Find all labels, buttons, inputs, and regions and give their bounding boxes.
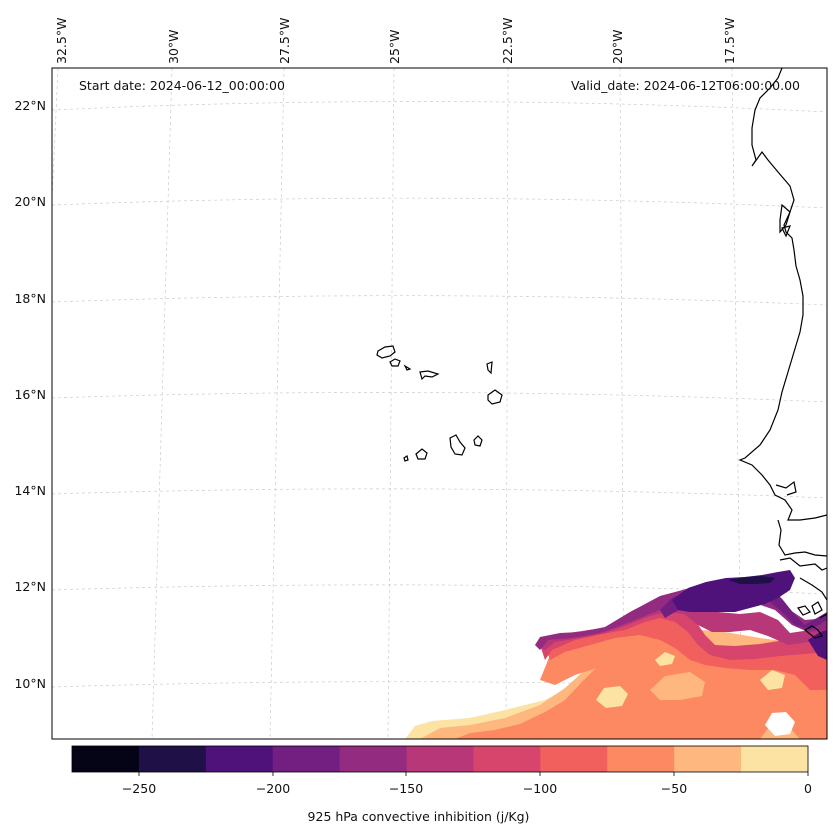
lon-label: 32.5°W (54, 18, 69, 64)
colorbar-segment (674, 746, 742, 772)
colorbar: −250 −200 −150 −100 −50 0 (71, 745, 812, 796)
colorbar-tick-label: −200 (256, 781, 290, 796)
cv-fogo (415, 448, 428, 460)
map-frame (51, 67, 828, 740)
cv-santo-antao (376, 345, 396, 359)
colorbar-segment (540, 746, 608, 772)
colorbar-tick-label: −250 (122, 781, 156, 796)
cv-brava (403, 455, 409, 462)
sierra-leone (803, 625, 823, 639)
contour-225-250 (728, 576, 775, 584)
colorbar-segment (272, 746, 341, 772)
africa-coast (738, 68, 827, 521)
lon-label: 27.5°W (277, 18, 292, 64)
cv-santiago (449, 434, 466, 456)
colorbar-segment (339, 746, 408, 772)
guinea-bissau (779, 557, 827, 571)
contour-0-25-d (760, 670, 785, 690)
contour-land-gap (765, 712, 795, 736)
contour-100-125 (540, 605, 827, 660)
cv-sal (486, 361, 493, 375)
colorbar-frame (71, 745, 809, 773)
longitude-labels: 32.5°W 30°W 27.5°W 25°W 22.5°W 20°W 17.5… (54, 18, 737, 64)
lat-label: 20°N (14, 194, 46, 209)
lat-label: 12°N (14, 579, 46, 594)
coastlines (376, 68, 827, 639)
cv-sao-vicente (389, 358, 401, 367)
start-date-label: Start date: 2024-06-12_00:00:00 (79, 78, 285, 93)
lon-label: 20°W (610, 29, 625, 64)
colorbar-ticks (138, 772, 809, 776)
colorbar-segment (138, 746, 207, 772)
colorbar-segment (406, 746, 474, 772)
colorbar-segment (205, 746, 274, 772)
contour-25-50-c (650, 672, 705, 700)
colorbar-segment (473, 746, 541, 772)
coast-south (819, 613, 827, 619)
lat-label: 16°N (14, 387, 46, 402)
colorbar-segment (741, 746, 809, 772)
lon-label: 30°W (166, 29, 181, 64)
contour-0-25-b (596, 686, 628, 708)
colorbar-tick-label: −50 (661, 781, 687, 796)
senegal-inlet (775, 480, 797, 496)
cv-sao-nicolau (419, 370, 440, 381)
lon-label: 22.5°W (500, 18, 515, 64)
latitude-labels: 22°N 20°N 18°N 16°N 14°N 12°N 10°N (14, 98, 46, 691)
cv-boa-vista (487, 389, 503, 405)
contour-0-25-c (655, 652, 675, 666)
lon-label: 25°W (387, 29, 402, 64)
lat-label: 10°N (14, 676, 46, 691)
cin-contours (405, 570, 827, 739)
mauritania-bump-2 (781, 225, 791, 238)
colorbar-tick-label: 0 (804, 781, 812, 796)
island-2 (811, 601, 823, 615)
lon-label: 17.5°W (722, 18, 737, 64)
mauritania-bump (779, 203, 791, 234)
colorbar-tick-label: −100 (523, 781, 557, 796)
guinea-coast (799, 577, 827, 601)
lat-label: 14°N (14, 483, 46, 498)
cv-santa-luzia (403, 364, 412, 371)
colorbar-tick-label: −150 (389, 781, 423, 796)
contour-200-225-b (808, 630, 827, 660)
contour-75-100 (545, 614, 827, 690)
gambia-coast (777, 519, 827, 557)
colorbar-segments (72, 746, 809, 772)
colorbar-title: 925 hPa convective inhibition (j/Kg) (307, 809, 530, 824)
island-1 (797, 605, 811, 616)
colorbar-segment (607, 746, 675, 772)
valid-date-label: Valid_date: 2024-06-12T06:00:00.00 (570, 78, 800, 93)
cv-maio (473, 435, 483, 447)
lat-label: 22°N (14, 98, 46, 113)
lat-label: 18°N (14, 291, 46, 306)
colorbar-segment (72, 746, 140, 772)
